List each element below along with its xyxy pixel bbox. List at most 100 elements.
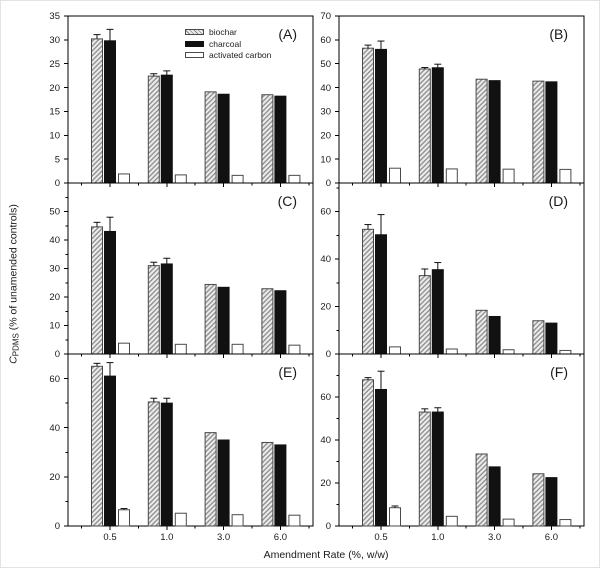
bar-activated-carbon [445, 168, 458, 184]
legend-item-charcoal: charcoal [185, 38, 271, 49]
y-tick-label: 25 [49, 59, 60, 70]
bar-activated-carbon [389, 167, 401, 184]
bar-activated-carbon [389, 346, 401, 355]
bar-biochar [147, 265, 160, 355]
y-tick-label: 10 [49, 321, 60, 332]
x-tick-label: 6.0 [274, 532, 287, 543]
bar-biochar [475, 309, 488, 355]
y-tick-label: 50 [320, 59, 331, 70]
bar-activated-carbon [174, 174, 187, 184]
x-tick-label: 3.0 [488, 532, 501, 543]
bar-charcoal [274, 290, 287, 355]
x-tick-label: 6.0 [545, 532, 558, 543]
bar-biochar [532, 320, 545, 355]
bar-biochar [91, 226, 103, 355]
bar-biochar [204, 91, 217, 184]
bar-activated-carbon [174, 512, 187, 527]
bar-activated-carbon [174, 343, 187, 355]
y-tick-label: 40 [49, 423, 60, 434]
charcoal-swatch-icon [185, 40, 204, 47]
y-tick-label: 20 [49, 292, 60, 303]
bar-activated-carbon [502, 168, 515, 184]
y-tick-label: 0 [326, 349, 331, 360]
panel-A: 0 5 10 15 20 25 30 35 (A) [49, 11, 314, 189]
panel-frame [67, 353, 314, 527]
y-tick-label: 10 [320, 154, 331, 165]
panel-letter-label: (D) [549, 193, 568, 209]
y-tick-label: 10 [49, 130, 60, 141]
bar-activated-carbon [445, 348, 458, 355]
bar-biochar [362, 47, 374, 184]
bar-charcoal [431, 269, 444, 355]
bar-charcoal [217, 439, 230, 527]
bar-activated-carbon [502, 518, 515, 527]
y-tick-label: 0 [55, 349, 60, 360]
bar-activated-carbon [559, 519, 572, 527]
y-tick-label: 60 [49, 374, 60, 385]
y-axis-title-subscript: PDMS [11, 333, 21, 357]
bar-biochar [418, 411, 431, 527]
y-tick-label: 60 [320, 35, 331, 46]
bar-activated-carbon [288, 174, 301, 184]
bar-charcoal [431, 67, 444, 184]
y-tick-label: 40 [320, 435, 331, 446]
legend: biochar charcoal activated carbon [185, 28, 271, 60]
bar-biochar [418, 68, 431, 184]
y-tick-label: 20 [320, 130, 331, 141]
y-tick-label: 30 [49, 35, 60, 46]
y-tick-label: 0 [55, 178, 60, 189]
y-tick-label: 20 [320, 478, 331, 489]
bar-activated-carbon [231, 343, 244, 355]
legend-label-charcoal: charcoal [209, 38, 242, 49]
y-tick-label: 40 [49, 235, 60, 246]
bar-biochar [362, 379, 374, 527]
y-tick-label: 30 [49, 264, 60, 275]
y-tick-label: 35 [49, 11, 60, 22]
bar-activated-carbon [118, 342, 130, 355]
bar-biochar [147, 75, 160, 184]
bar-activated-carbon [445, 515, 458, 527]
x-tick-label: 3.0 [217, 532, 230, 543]
x-tick-label: 1.0 [160, 532, 173, 543]
y-tick-label: 50 [49, 207, 60, 218]
bar-activated-carbon [288, 344, 301, 355]
bar-charcoal [217, 286, 230, 355]
y-tick-label: 0 [326, 521, 331, 532]
bar-charcoal [545, 477, 558, 527]
bar-biochar [475, 453, 488, 527]
y-tick-label: 20 [49, 472, 60, 483]
y-axis-title-symbol: C [7, 356, 20, 364]
bar-activated-carbon [118, 173, 130, 184]
bar-biochar [147, 401, 160, 527]
activated-carbon-swatch-icon [185, 52, 204, 59]
y-axis-title: CPDMS (% of unamended controls) [8, 204, 21, 364]
x-tick-label: 1.0 [431, 532, 444, 543]
panel-D: 0 20 40 60 (D) [320, 182, 585, 360]
panel-letter-label: (C) [278, 193, 297, 209]
bar-charcoal [431, 411, 444, 527]
bar-charcoal [545, 81, 558, 184]
bar-biochar [532, 80, 545, 184]
y-axis-title-rest: (% of unamended controls) [7, 204, 20, 334]
bar-charcoal [104, 230, 116, 355]
y-tick-label: 60 [320, 392, 331, 403]
bar-activated-carbon [502, 349, 515, 355]
bar-charcoal [545, 322, 558, 355]
bar-biochar [261, 94, 274, 184]
y-tick-label: 0 [55, 521, 60, 532]
panel-letter-label: (E) [278, 364, 297, 380]
panel-F: 0 20 40 60 0.5 1.0 3.0 6.0 (F) [320, 353, 585, 543]
y-tick-label: 0 [326, 178, 331, 189]
bar-biochar [91, 365, 103, 527]
y-tick-label: 60 [320, 207, 331, 218]
bar-charcoal [104, 40, 116, 184]
panel-E: 0 20 40 60 0.5 1.0 3.0 6.0 (E) [49, 353, 314, 543]
legend-label-activated-carbon: activated carbon [209, 50, 272, 60]
legend-item-biochar: biochar [185, 28, 271, 37]
bar-activated-carbon [559, 168, 572, 184]
bar-activated-carbon [288, 514, 301, 527]
bar-charcoal [488, 315, 501, 355]
bar-biochar [91, 38, 103, 184]
bar-charcoal [160, 74, 173, 184]
